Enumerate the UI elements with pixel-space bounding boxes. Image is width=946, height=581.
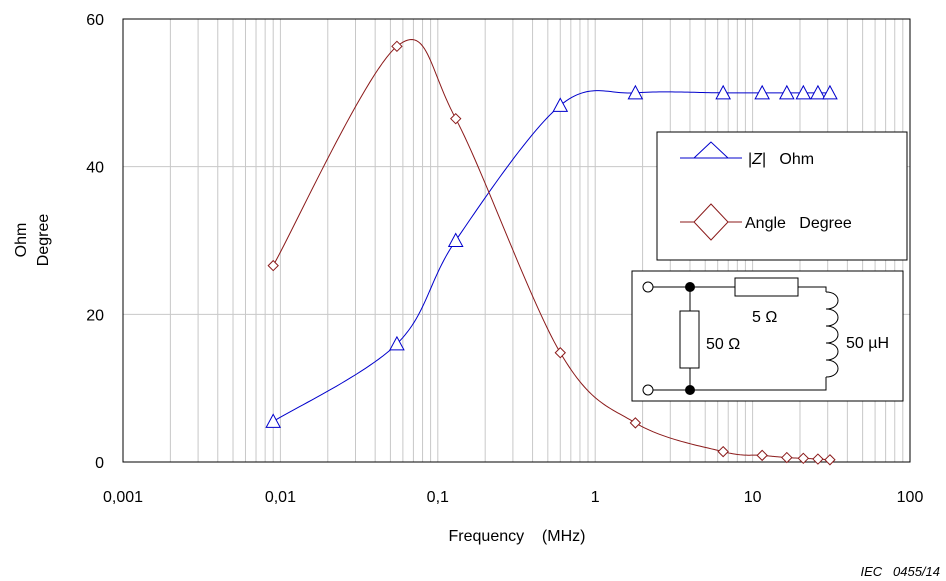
x-axis-title: Frequency (MHz) bbox=[449, 528, 586, 545]
x-tick-label: 0,001 bbox=[103, 489, 143, 506]
point-triangle-marker bbox=[715, 84, 731, 100]
point-diamond-marker bbox=[756, 449, 768, 462]
point-triangle-marker bbox=[778, 84, 795, 100]
point-diamond-marker bbox=[450, 112, 462, 125]
circuit-diagram: 5 Ω 50 Ω 50 µH bbox=[631, 270, 904, 402]
wire-top-right bbox=[798, 286, 827, 292]
series-angle bbox=[267, 39, 836, 466]
point-diamond-marker bbox=[629, 417, 642, 429]
point-diamond-marker bbox=[797, 452, 810, 465]
y-tick-label: 40 bbox=[86, 160, 104, 177]
legend-label-z-symbol: Z bbox=[751, 151, 763, 168]
inductor-icon bbox=[825, 291, 839, 378]
point-triangle-marker bbox=[810, 84, 826, 100]
junction-top-icon bbox=[685, 282, 695, 292]
point-diamond-marker bbox=[391, 40, 403, 53]
plot-frame bbox=[122, 18, 911, 463]
junction-bottom-icon bbox=[685, 385, 695, 395]
point-triangle-marker bbox=[447, 232, 464, 247]
terminal-top-icon bbox=[642, 281, 654, 293]
x-tick-label: 0,01 bbox=[265, 489, 296, 506]
y-tick-label: 0 bbox=[95, 455, 104, 472]
point-triangle-marker bbox=[552, 97, 569, 112]
point-diamond-marker bbox=[781, 451, 793, 464]
terminal-bottom-icon bbox=[642, 384, 654, 396]
series-resistor-icon bbox=[734, 277, 799, 297]
point-diamond-marker bbox=[554, 347, 566, 359]
y-axis-title-degree: Degree bbox=[35, 214, 52, 267]
point-triangle-marker bbox=[754, 84, 770, 100]
point-triangle-marker bbox=[265, 413, 282, 428]
legend-label-z-suffix: | Ohm bbox=[762, 151, 814, 168]
legend-marker-triangle-icon bbox=[692, 141, 730, 159]
y-tick-label: 60 bbox=[86, 12, 104, 29]
point-diamond-marker bbox=[824, 454, 836, 466]
shunt-resistor-label: 50 Ω bbox=[706, 336, 740, 353]
x-tick-labels: 0,001 0,01 0,1 1 10 100 bbox=[103, 489, 923, 506]
point-triangle-marker bbox=[795, 84, 812, 100]
y-tick-label: 20 bbox=[86, 307, 104, 324]
x-tick-label: 10 bbox=[744, 489, 762, 506]
point-triangle-marker bbox=[627, 84, 644, 100]
figure-credit: IEC 0455/14 bbox=[861, 564, 941, 579]
legend-label-z-prefix: | bbox=[748, 151, 752, 168]
inductor-label: 50 µH bbox=[846, 335, 889, 352]
y-axis-title-ohm: Ohm bbox=[13, 223, 30, 258]
point-diamond-marker bbox=[812, 453, 824, 465]
point-diamond-marker bbox=[267, 259, 279, 272]
legend: |Z| Ohm Angle Degree bbox=[656, 131, 908, 261]
legend-marker-diamond-icon bbox=[693, 203, 729, 241]
point-triangle-marker bbox=[822, 84, 838, 100]
x-tick-label: 0,1 bbox=[427, 489, 449, 506]
series-impedance bbox=[265, 84, 838, 428]
x-tick-label: 1 bbox=[591, 489, 600, 506]
series-layer bbox=[265, 39, 838, 466]
legend-label-z: |Z| Ohm bbox=[748, 151, 814, 168]
legend-label-angle: Angle Degree bbox=[745, 215, 852, 232]
wire-bottom-right bbox=[653, 377, 827, 391]
point-diamond-marker bbox=[717, 445, 729, 458]
point-triangle-marker bbox=[389, 335, 405, 351]
x-tick-label: 100 bbox=[897, 489, 924, 506]
y-tick-labels: 0 20 40 60 bbox=[86, 12, 104, 472]
shunt-resistor-icon bbox=[679, 310, 700, 369]
series-resistor-label: 5 Ω bbox=[752, 309, 777, 326]
